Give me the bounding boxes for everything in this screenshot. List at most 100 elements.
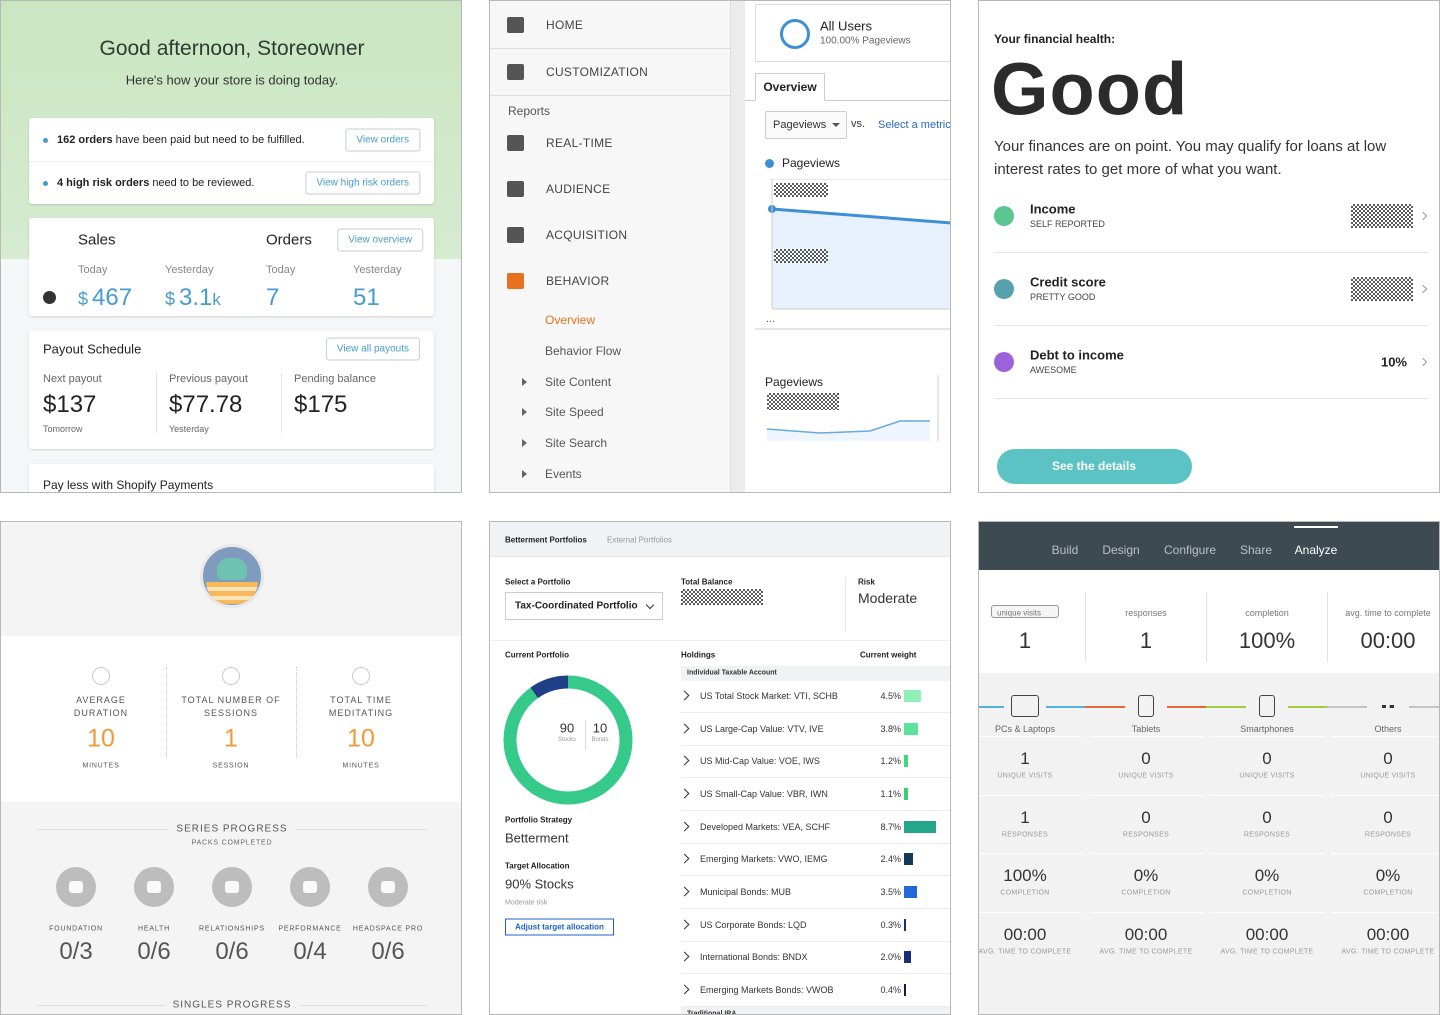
stat-label: TOTAL NUMBER OF SESSIONS bbox=[181, 695, 281, 718]
pack-name: RELATIONSHIPS bbox=[199, 925, 265, 933]
allocation-label: Bonds bbox=[591, 737, 609, 743]
holding-name[interactable]: US Large-Cap Value: VTV, IVE bbox=[700, 723, 824, 734]
button[interactable]: View overview bbox=[337, 228, 423, 252]
metric-label: COMPLETION bbox=[1121, 889, 1171, 897]
alert-count: 4 high risk orders bbox=[57, 177, 150, 189]
pack-glyph bbox=[381, 881, 395, 893]
holding-name[interactable]: Emerging Markets Bonds: VWOB bbox=[700, 985, 834, 996]
holding-name[interactable]: US Corporate Bonds: LQD bbox=[700, 919, 807, 930]
connector bbox=[1167, 706, 1207, 708]
metric-value: 0 bbox=[1383, 807, 1393, 827]
sub-nav-item[interactable]: Overview bbox=[545, 313, 596, 327]
divider bbox=[994, 398, 1429, 399]
holding-name[interactable]: Developed Markets: VEA, SCHF bbox=[700, 821, 831, 832]
metric-label: COMPLETION bbox=[1242, 889, 1292, 897]
sub-nav-item[interactable]: Events bbox=[545, 467, 582, 481]
connector bbox=[1288, 706, 1328, 708]
chevron bbox=[1418, 284, 1428, 294]
divider bbox=[681, 842, 950, 844]
stat-label: Yesterday bbox=[165, 264, 214, 276]
tab[interactable]: Configure bbox=[1163, 543, 1217, 557]
connector bbox=[1327, 706, 1367, 708]
payout-note: Tomorrow bbox=[43, 424, 83, 434]
button-label[interactable]: See the details bbox=[1051, 459, 1137, 473]
sparkline-label: Pageviews bbox=[765, 375, 824, 389]
stat-label: TOTAL TIME MEDITATING bbox=[328, 695, 394, 718]
summary-label: responses bbox=[1125, 608, 1167, 618]
tab[interactable]: External Portfolios bbox=[607, 535, 672, 545]
holding-weight: 1.1% bbox=[880, 789, 901, 799]
description: Your finances are on point. You may qual… bbox=[994, 138, 1387, 178]
metric-label: UNIQUE VISITS bbox=[1118, 772, 1174, 780]
metric-label: COMPLETION bbox=[1363, 889, 1413, 897]
compare-link[interactable]: Select a metric bbox=[878, 119, 951, 131]
stat-value: $3.1k bbox=[165, 284, 221, 312]
tab[interactable]: Analyze bbox=[1294, 543, 1338, 557]
select bbox=[991, 605, 1059, 618]
item-icon bbox=[994, 352, 1014, 372]
tab-label[interactable]: Overview bbox=[763, 80, 817, 94]
button[interactable]: View all payouts bbox=[325, 337, 420, 361]
select-value[interactable]: Pageviews bbox=[773, 119, 827, 131]
metric-label: UNIQUE VISITS bbox=[1360, 772, 1416, 780]
sub-nav-item[interactable]: Site Search bbox=[545, 436, 608, 451]
stat-amount: 51 bbox=[353, 284, 380, 311]
pack-glyph bbox=[225, 881, 239, 893]
select-value[interactable]: Tax-Coordinated Portfolio bbox=[515, 600, 638, 612]
chevron bbox=[679, 723, 690, 734]
holding-name[interactable]: Emerging Markets: VWO, IEMG bbox=[700, 854, 828, 865]
chevron bbox=[1418, 211, 1428, 221]
stat-amount: 7 bbox=[266, 284, 280, 311]
sub-nav-item[interactable]: Site Speed bbox=[545, 405, 604, 420]
holding-name[interactable]: US Mid-Cap Value: VOE, IWS bbox=[700, 756, 820, 767]
headspace-panel: AVERAGE DURATION 10 MINUTES TOTAL NUMBER OF… bbox=[0, 521, 462, 1015]
nav-icon bbox=[507, 181, 524, 197]
divider bbox=[1085, 592, 1086, 662]
sparkline bbox=[766, 420, 930, 434]
weight-bar bbox=[904, 690, 921, 702]
divider bbox=[1327, 592, 1328, 662]
tab[interactable]: Share bbox=[1239, 543, 1273, 557]
holding-name[interactable]: Municipal Bonds: MUB bbox=[700, 887, 792, 898]
stat-icon bbox=[222, 667, 240, 685]
vs-label: vs. bbox=[851, 118, 866, 130]
series-subtitle: PACKS COMPLETED bbox=[191, 839, 273, 847]
button[interactable]: View orders bbox=[345, 128, 420, 152]
sub-nav-item[interactable]: Site Content bbox=[545, 374, 612, 389]
holding-name[interactable]: US Total Stock Market: VTI, SCHB bbox=[700, 691, 838, 701]
rating: Good bbox=[991, 47, 1189, 131]
heading: Your financial health: bbox=[994, 32, 1116, 46]
divider bbox=[1331, 794, 1439, 796]
obscured-value bbox=[774, 249, 828, 263]
weight-bar bbox=[904, 984, 906, 997]
tab[interactable]: Build bbox=[1051, 543, 1079, 557]
stat-label: Today bbox=[78, 264, 108, 276]
stat-value: 1 bbox=[224, 724, 238, 753]
pack-name: HEALTH bbox=[138, 925, 170, 933]
more: ... bbox=[766, 313, 776, 325]
stat-value: 10 bbox=[347, 724, 375, 753]
summary-label[interactable]: unique visits bbox=[997, 608, 1042, 618]
holding-weight: 1.2% bbox=[880, 756, 901, 767]
sub-nav-item[interactable]: Behavior Flow bbox=[545, 343, 622, 358]
target: 90% Stocks bbox=[505, 876, 574, 892]
section-title: Sales bbox=[78, 231, 116, 249]
button[interactable]: View high risk orders bbox=[305, 171, 420, 195]
metric-value: 0% bbox=[1133, 866, 1159, 885]
legend-dot bbox=[765, 159, 774, 168]
payout-note: Yesterday bbox=[169, 424, 209, 434]
metric-value: 0% bbox=[1375, 866, 1401, 885]
metric-label: RESPONSES bbox=[1122, 831, 1170, 838]
divider bbox=[1089, 794, 1203, 796]
sidebar bbox=[490, 1, 730, 492]
tab[interactable]: Betterment Portfolios bbox=[505, 535, 587, 545]
button[interactable]: Adjust target allocation bbox=[505, 918, 614, 936]
device-icon bbox=[1259, 695, 1275, 717]
holding-name[interactable]: US Small-Cap Value: VBR, IWN bbox=[700, 789, 828, 799]
holding-name[interactable]: International Bonds: BNDX bbox=[700, 952, 808, 963]
item-icon bbox=[994, 279, 1014, 299]
tab[interactable]: Design bbox=[1102, 543, 1140, 557]
account-strip bbox=[681, 1007, 950, 1014]
segment-box bbox=[755, 4, 950, 62]
metric-label: RESPONSES bbox=[1001, 831, 1049, 838]
